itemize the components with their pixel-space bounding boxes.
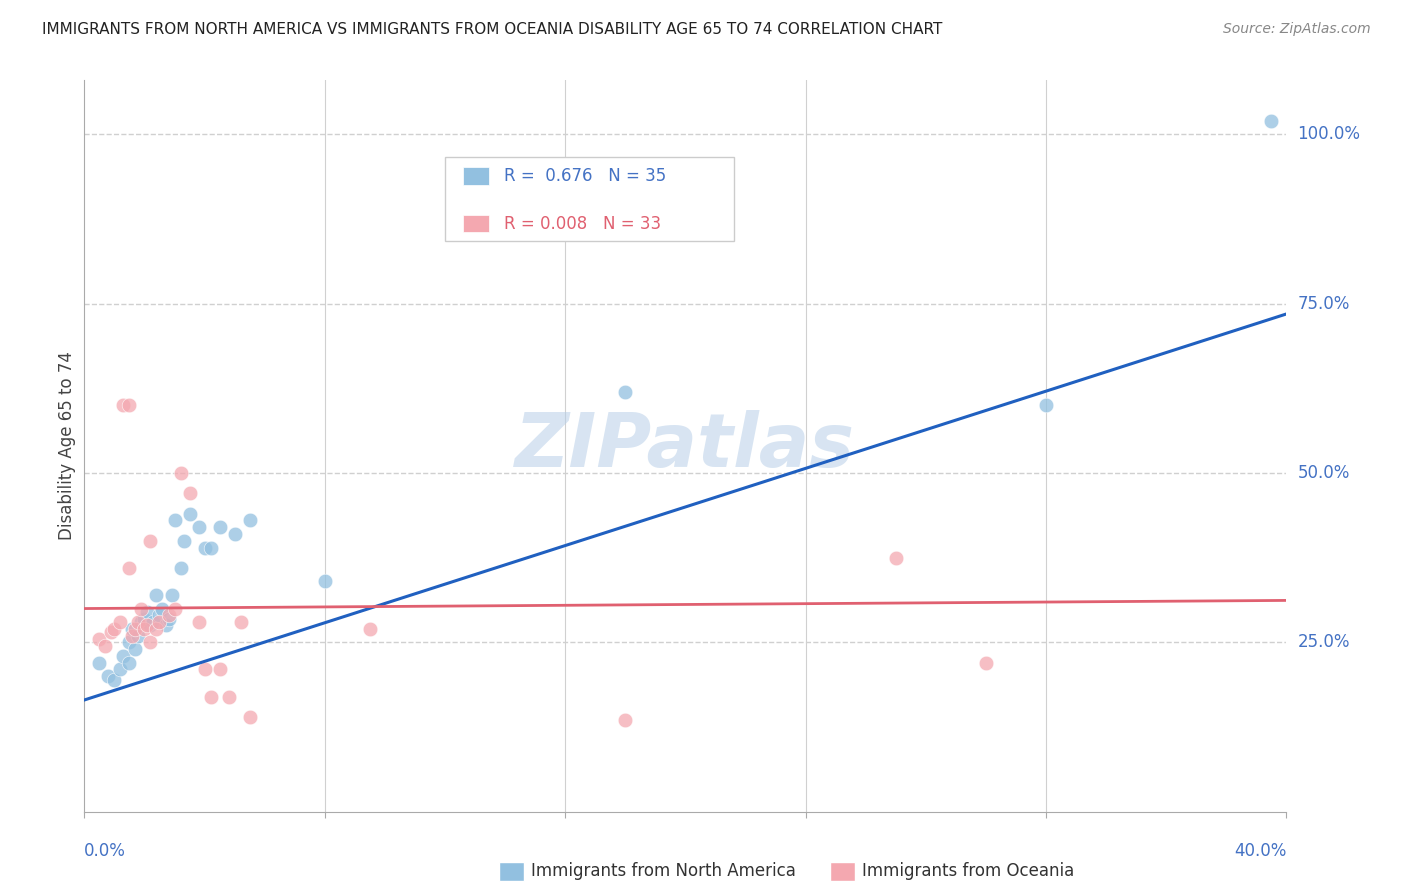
Point	[118, 398, 141, 412]
Text: Immigrants from Oceania: Immigrants from Oceania	[862, 863, 1074, 880]
Point	[139, 618, 162, 632]
Point	[103, 622, 125, 636]
Point	[208, 520, 231, 534]
Point	[89, 656, 111, 670]
Point	[160, 588, 183, 602]
Point	[194, 663, 217, 677]
Point	[224, 527, 246, 541]
Y-axis label: Disability Age 65 to 74: Disability Age 65 to 74	[58, 351, 76, 541]
Bar	[463, 167, 489, 185]
Point	[200, 541, 222, 555]
Point	[110, 615, 132, 629]
Text: Immigrants from North America: Immigrants from North America	[531, 863, 796, 880]
Point	[134, 612, 156, 626]
Point	[1035, 398, 1057, 412]
Point	[139, 533, 162, 548]
Bar	[463, 215, 489, 233]
Point	[124, 622, 146, 636]
Point	[187, 520, 209, 534]
Point	[157, 608, 180, 623]
Point	[139, 635, 162, 649]
Point	[136, 618, 159, 632]
Point	[127, 629, 149, 643]
Point	[173, 533, 195, 548]
FancyBboxPatch shape	[446, 157, 734, 241]
Text: 25.0%: 25.0%	[1298, 633, 1350, 651]
Text: R = 0.008   N = 33: R = 0.008 N = 33	[503, 215, 661, 233]
Point	[121, 629, 143, 643]
Text: 100.0%: 100.0%	[1298, 126, 1361, 144]
Point	[118, 635, 141, 649]
Text: R =  0.676   N = 35: R = 0.676 N = 35	[503, 167, 666, 185]
Point	[208, 663, 231, 677]
Point	[97, 669, 120, 683]
Text: Source: ZipAtlas.com: Source: ZipAtlas.com	[1223, 22, 1371, 37]
Text: ZIPatlas: ZIPatlas	[516, 409, 855, 483]
Point	[974, 656, 997, 670]
Point	[145, 622, 167, 636]
Point	[118, 561, 141, 575]
Point	[110, 663, 132, 677]
Text: 50.0%: 50.0%	[1298, 464, 1350, 482]
Point	[157, 612, 180, 626]
Point	[148, 608, 170, 623]
Point	[131, 601, 153, 615]
Point	[229, 615, 252, 629]
Point	[89, 632, 111, 646]
Point	[131, 615, 153, 629]
Point	[884, 550, 907, 565]
Point	[179, 486, 201, 500]
Point	[187, 615, 209, 629]
Point	[118, 656, 141, 670]
Point	[163, 514, 186, 528]
Point	[614, 384, 637, 399]
Point	[169, 561, 191, 575]
Point	[127, 615, 149, 629]
Text: 40.0%: 40.0%	[1234, 842, 1286, 860]
Point	[239, 710, 262, 724]
Point	[142, 615, 165, 629]
Point	[194, 541, 217, 555]
Point	[124, 642, 146, 657]
Text: IMMIGRANTS FROM NORTH AMERICA VS IMMIGRANTS FROM OCEANIA DISABILITY AGE 65 TO 74: IMMIGRANTS FROM NORTH AMERICA VS IMMIGRA…	[42, 22, 942, 37]
Point	[169, 466, 191, 480]
Point	[218, 690, 240, 704]
Point	[121, 622, 143, 636]
Point	[239, 514, 262, 528]
Point	[136, 605, 159, 619]
Point	[103, 673, 125, 687]
Point	[155, 618, 177, 632]
Point	[152, 601, 174, 615]
Point	[359, 622, 381, 636]
Point	[94, 639, 117, 653]
Point	[134, 622, 156, 636]
Point	[148, 615, 170, 629]
Point	[112, 648, 135, 663]
Point	[145, 588, 167, 602]
Point	[200, 690, 222, 704]
Point	[100, 625, 122, 640]
Text: 75.0%: 75.0%	[1298, 294, 1350, 313]
Point	[179, 507, 201, 521]
Point	[614, 714, 637, 728]
Point	[112, 398, 135, 412]
Point	[314, 574, 336, 589]
Text: 0.0%: 0.0%	[84, 842, 127, 860]
Point	[163, 601, 186, 615]
Point	[1260, 114, 1282, 128]
